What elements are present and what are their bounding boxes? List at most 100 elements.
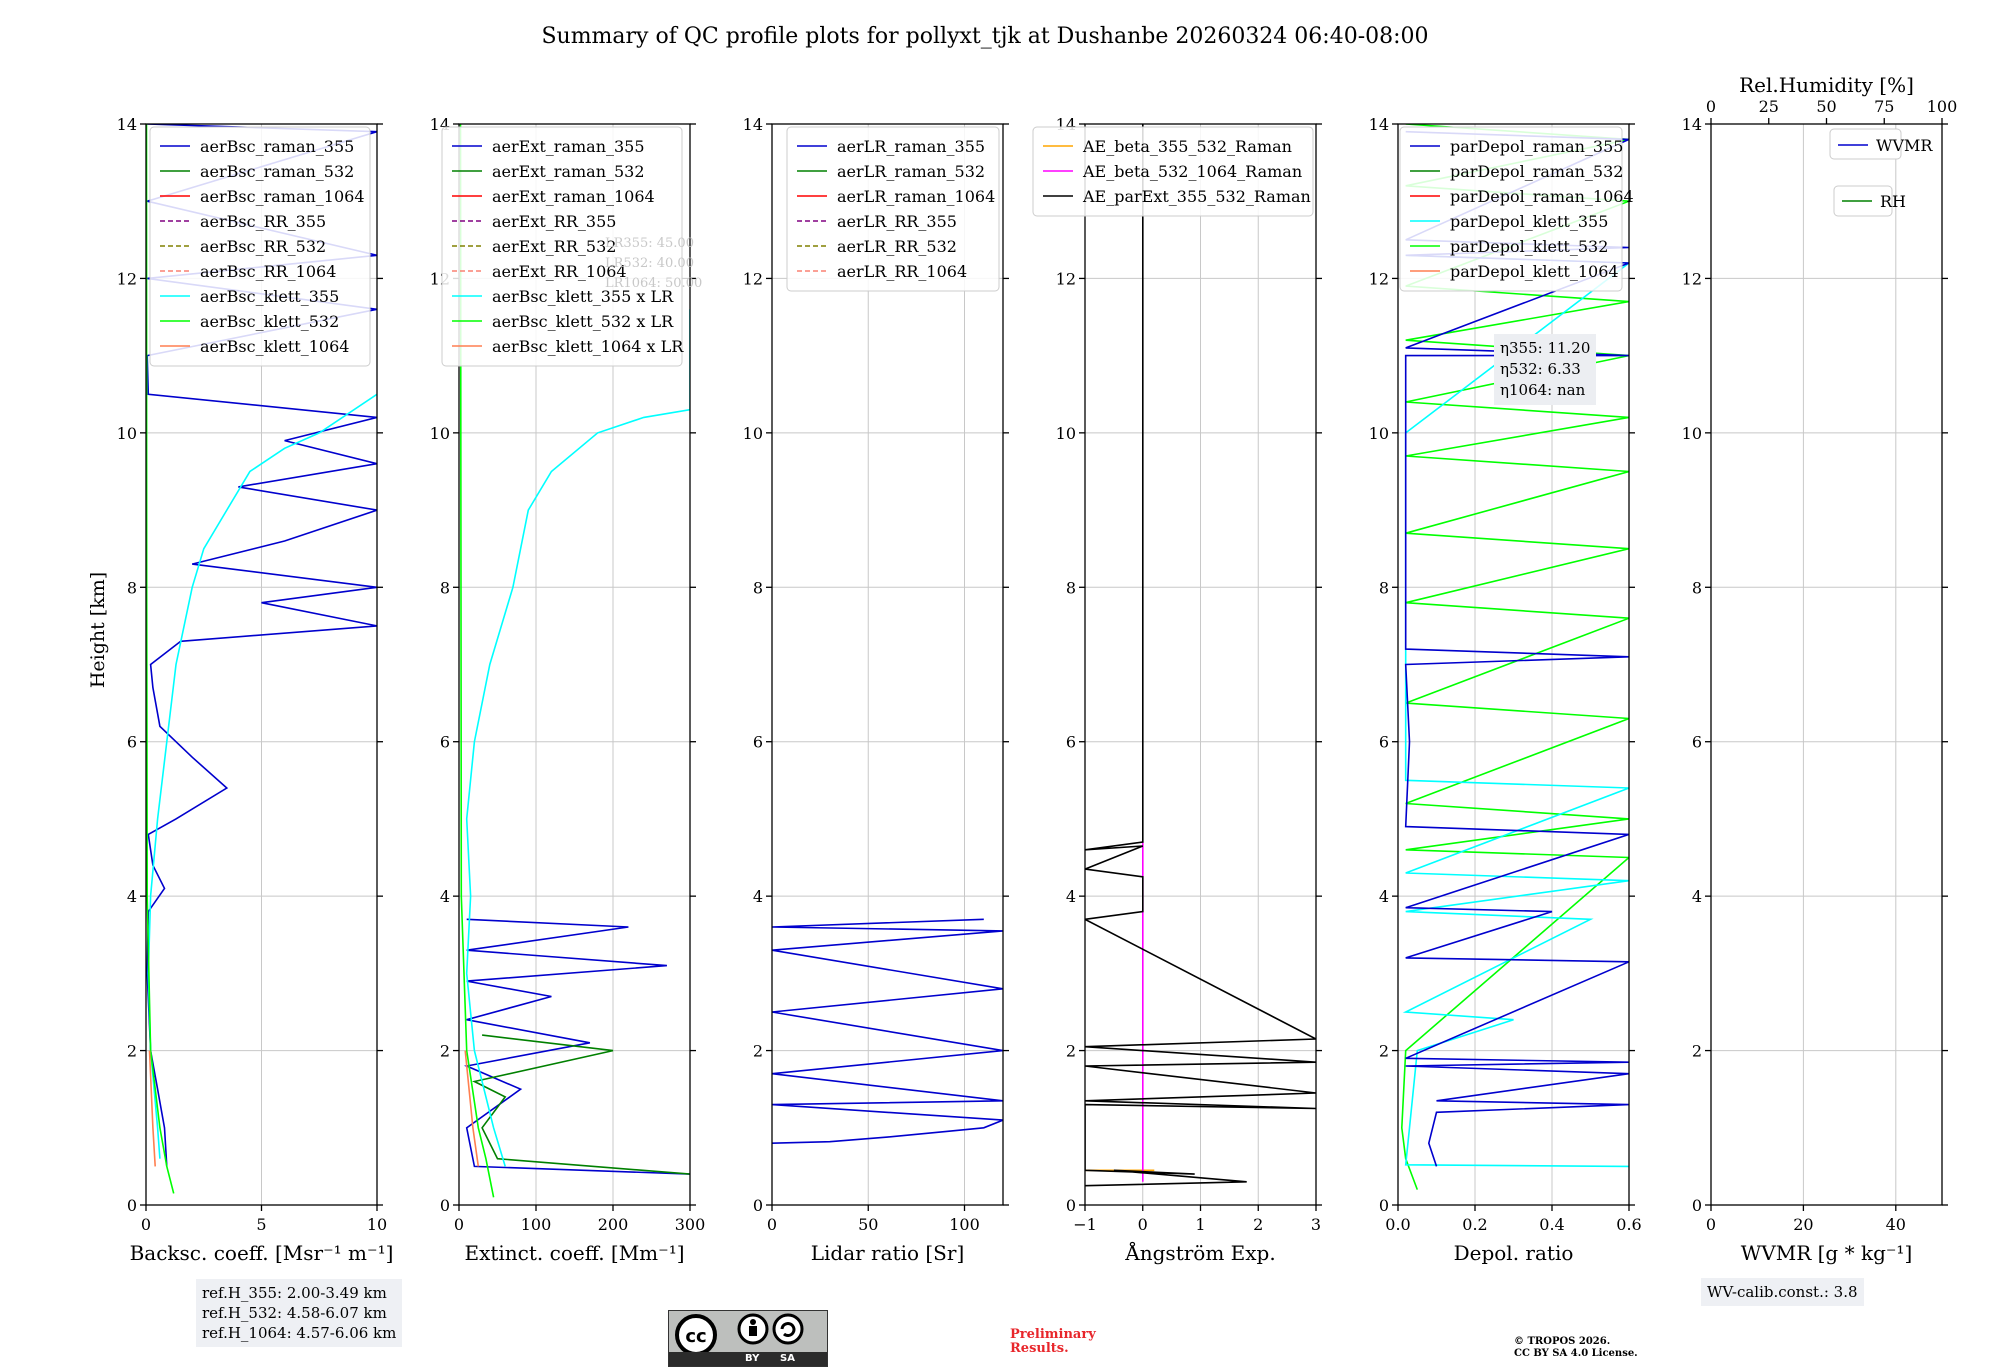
series-AE_parExt_355_532_Raman <box>1085 124 1316 1187</box>
eta-1064: η1064: nan <box>1500 381 1586 399</box>
series-aerBsc_klett_355 <box>147 393 377 1159</box>
x-tick-label: 0.4 <box>1539 1215 1564 1234</box>
lr-label: LR532: 40.00 <box>605 256 694 271</box>
copyright-note: © TROPOS 2026. CC BY SA 4.0 License. <box>1514 1336 1638 1360</box>
legend: AE_beta_355_532_Raman AE_beta_532_1064_Ra… <box>1032 126 1314 217</box>
wv-calib-box: WV-calib.const.: 3.8 <box>1701 1278 1864 1306</box>
legend-entry: aerBsc_klett_532 <box>200 312 339 331</box>
y-tick-label: 10 <box>743 424 763 443</box>
eta-box: η355: 11.20 η532: 6.33 η1064: nan <box>1494 334 1597 405</box>
top-x-tick-label: 50 <box>1816 97 1836 116</box>
x-axis-label: WVMR [g * kg⁻¹] <box>1741 1241 1913 1265</box>
cc-by-label: BY <box>745 1353 760 1364</box>
series-aerBsc_klett_532 <box>146 124 175 1194</box>
axes-frame <box>1710 123 1943 1206</box>
series-aerExt_raman_355 <box>463 918 690 1175</box>
y-tick-label: 6 <box>1379 733 1389 752</box>
legend-entry: aerLR_raman_355 <box>837 137 985 156</box>
legend-entry: aerLR_RR_532 <box>837 237 957 256</box>
x-tick-label: 40 <box>1886 1215 1906 1234</box>
legend-entry: aerBsc_klett_1064 x LR <box>492 337 684 356</box>
x-tick-label: 100 <box>521 1215 552 1234</box>
x-tick-label: 50 <box>858 1215 878 1234</box>
x-tick-label: 200 <box>598 1215 629 1234</box>
cc-icon <box>675 1314 717 1352</box>
series-aerBsc_klett_1064 x LR <box>464 1050 480 1167</box>
series-aerBsc_klett_355 x LR <box>465 309 690 1167</box>
panel-backscatter: 0 2 4 6 8 10 12 14 0 5 10 Backsc. coeff. [Msr⁻¹ m⁻¹… <box>117 115 394 1265</box>
panel-lidar_ratio: 0 2 4 6 8 10 12 14 0 50 100 Lidar ratio [Sr] aerLR_r… <box>743 115 1009 1265</box>
y-tick-label: 8 <box>127 578 137 597</box>
axes-frame <box>771 123 1004 1206</box>
eta-355: η355: 11.20 <box>1500 339 1591 357</box>
y-tick-label: 6 <box>1692 733 1702 752</box>
y-tick-label: 6 <box>1066 733 1076 752</box>
y-tick-label: 6 <box>127 733 137 752</box>
x-tick-label: 0.0 <box>1385 1215 1410 1234</box>
legend-entry: aerBsc_raman_532 <box>200 162 354 181</box>
x-axis-label: Backsc. coeff. [Msr⁻¹ m⁻¹] <box>130 1241 394 1265</box>
x-tick-label: 0 <box>1706 1215 1716 1234</box>
legend-entry: aerLR_raman_1064 <box>837 187 995 206</box>
top-x-tick-label: 0 <box>1706 97 1716 116</box>
legend: WVMR RH <box>1829 128 1933 217</box>
legend-entry: AE_parExt_355_532_Raman <box>1082 187 1311 206</box>
cc-sa-label: SA <box>780 1353 795 1364</box>
x-axis-label: Extinct. coeff. [Mm⁻¹] <box>464 1241 684 1265</box>
ref-height-355: ref.H_355: 2.00-3.49 km <box>202 1284 387 1302</box>
y-tick-label: 10 <box>117 424 137 443</box>
y-tick-label: 4 <box>1692 887 1702 906</box>
legend-entry: aerExt_RR_355 <box>492 212 616 231</box>
y-tick-label: 10 <box>430 424 450 443</box>
legend-entry: RH <box>1880 192 1906 211</box>
series-aerLR_raman_355 <box>772 918 1003 1144</box>
x-tick-label: −1 <box>1073 1215 1097 1234</box>
ref-height-box: ref.H_355: 2.00-3.49 km ref.H_532: 4.58-… <box>196 1279 403 1347</box>
legend-frame <box>1032 126 1314 217</box>
legend-entry: aerLR_raman_532 <box>837 162 985 181</box>
y-tick-label: 8 <box>1066 578 1076 597</box>
legend-entry: parDepol_raman_355 <box>1450 137 1623 156</box>
svg-text:cc: cc <box>685 1326 706 1347</box>
y-tick-label: 4 <box>440 887 450 906</box>
preliminary-line-1: Preliminary <box>1010 1327 1096 1342</box>
legend-entry: aerBsc_klett_1064 <box>200 337 349 356</box>
legend-entry: aerBsc_klett_355 <box>200 287 339 306</box>
x-tick-label: 0.2 <box>1462 1215 1487 1234</box>
eta-532: η532: 6.33 <box>1500 360 1581 378</box>
y-tick-label: 10 <box>1682 424 1702 443</box>
top-x-tick-label: 25 <box>1759 97 1779 116</box>
y-tick-label: 6 <box>753 733 763 752</box>
legend: parDepol_raman_355 parDepol_raman_532 parD… <box>1399 126 1634 292</box>
y-tick-label: 0 <box>1379 1196 1389 1215</box>
cc-license-badge: cc BY SA <box>668 1310 828 1367</box>
copyright-line-2: CC BY SA 4.0 License. <box>1514 1348 1638 1359</box>
x-tick-label: 0 <box>454 1215 464 1234</box>
y-tick-label: 0 <box>440 1196 450 1215</box>
legend-entry: aerExt_raman_355 <box>492 137 645 156</box>
lr-label: LR355: 45.00 <box>605 236 694 251</box>
legend-frame <box>1399 126 1623 292</box>
legend-entry: aerBsc_RR_1064 <box>200 262 336 281</box>
preliminary-line-2: Results. <box>1010 1341 1069 1356</box>
panel-depol: 0 2 4 6 8 10 12 14 0.0 0.2 0.4 0.6 Depol. ratio parDe… <box>1369 115 1642 1265</box>
x-tick-label: 0.6 <box>1616 1215 1641 1234</box>
legend-frame-wvmr <box>1829 128 1902 160</box>
y-tick-label: 8 <box>1692 578 1702 597</box>
ref-height-1064: ref.H_1064: 4.57-6.06 km <box>202 1324 397 1342</box>
x-tick-label: 5 <box>256 1215 266 1234</box>
axes-frame <box>458 123 691 1206</box>
y-tick-label: 10 <box>1369 424 1389 443</box>
legend-entry: parDepol_klett_1064 <box>1450 262 1619 281</box>
legend: aerLR_raman_355 aerLR_raman_532 aerLR_rama… <box>786 126 1000 292</box>
legend-entry: AE_beta_532_1064_Raman <box>1082 162 1302 181</box>
legend-entry: aerExt_raman_532 <box>492 162 645 181</box>
legend-entry: AE_beta_355_532_Raman <box>1082 137 1292 156</box>
x-tick-label: 100 <box>949 1215 980 1234</box>
series-aerExt_raman_532 <box>472 1034 690 1175</box>
legend-entry: aerBsc_raman_355 <box>200 137 354 156</box>
